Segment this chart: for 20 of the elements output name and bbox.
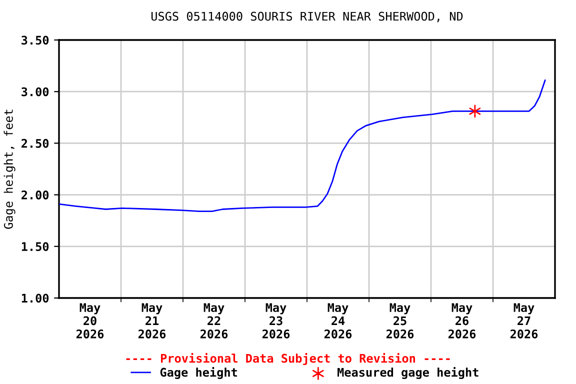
x-tick-label: May 27 2026 bbox=[510, 303, 538, 338]
chart-title: USGS 05114000 SOURIS RIVER NEAR SHERWOOD, ND bbox=[151, 12, 463, 22]
x-tick-label: May 21 2026 bbox=[138, 303, 166, 338]
legend-label: Gage height bbox=[160, 366, 237, 380]
x-tick-label: May 24 2026 bbox=[324, 303, 352, 338]
x-tick-label: May 26 2026 bbox=[448, 303, 476, 338]
x-tick-label: May 23 2026 bbox=[262, 303, 290, 338]
line-series bbox=[59, 80, 546, 212]
legend-label: Measured gage height bbox=[338, 366, 478, 380]
y-tick-label: 3.50 bbox=[22, 36, 49, 45]
y-tick-label: 1.50 bbox=[22, 242, 49, 252]
y-tick-label: 2.50 bbox=[22, 138, 49, 148]
y-tick-label: 3.00 bbox=[22, 87, 49, 96]
y-tick-label: 2.00 bbox=[22, 190, 49, 200]
y-tick-label: 1.00 bbox=[22, 294, 49, 303]
y-axis-title: Gage height, feet bbox=[4, 110, 16, 229]
x-tick-label: May 20 2026 bbox=[76, 303, 104, 338]
x-tick-label: May 25 2026 bbox=[386, 303, 414, 338]
x-tick-label: May 22 2026 bbox=[200, 303, 228, 338]
text: ---- Provisional Data Subject to Revision ---- bbox=[126, 352, 450, 366]
